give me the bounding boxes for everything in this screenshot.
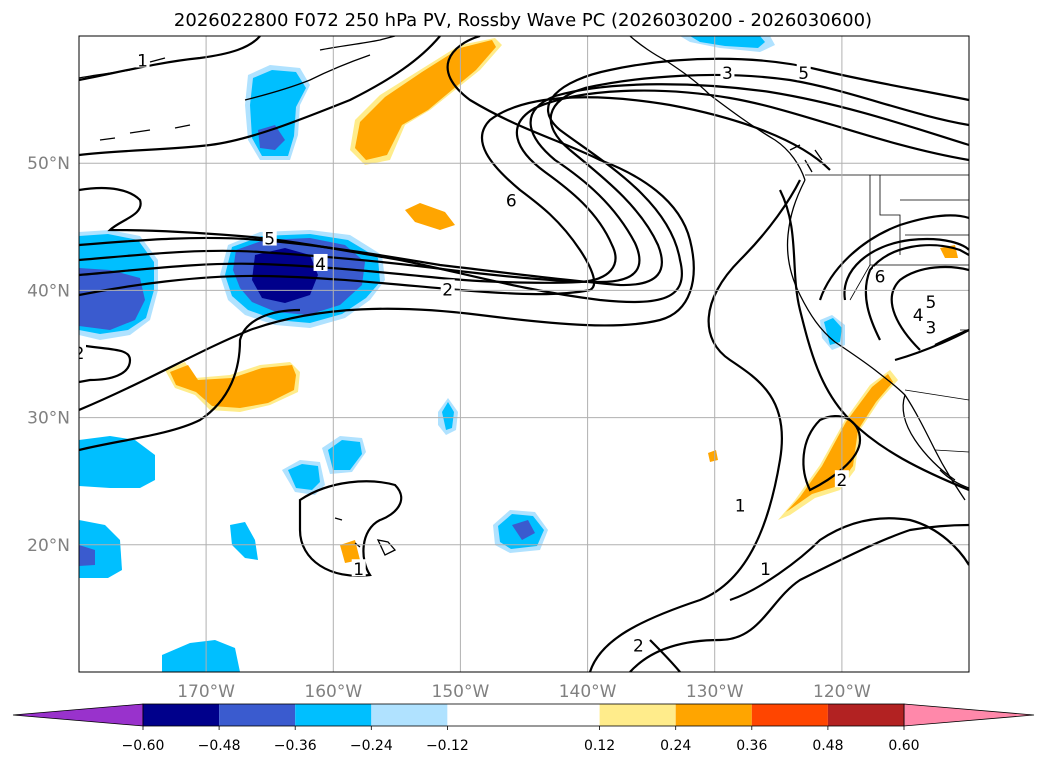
chart-title: 2026022800 F072 250 hPa PV, Rossby Wave … bbox=[174, 10, 872, 31]
contour-label: 2 bbox=[836, 471, 847, 491]
contour-label-bg bbox=[351, 559, 366, 577]
contour-label: 2 bbox=[442, 280, 453, 300]
contour-label-bg bbox=[758, 559, 773, 577]
colorbar-segment bbox=[599, 704, 676, 726]
contour-label-bg bbox=[631, 635, 646, 653]
contour-label: 5 bbox=[264, 230, 275, 250]
colorbar-tick-label: 0.36 bbox=[736, 738, 767, 754]
colorbar-tick-label: 0.12 bbox=[584, 738, 615, 754]
colorbar-tick-label: −0.60 bbox=[122, 738, 165, 754]
contour-label: 6 bbox=[506, 191, 517, 211]
contour-label-bg bbox=[440, 279, 455, 297]
contour-label-bg bbox=[834, 470, 849, 488]
contour-label-bg bbox=[135, 50, 150, 68]
x-tick-label: 150°W bbox=[432, 682, 490, 702]
x-tick-label: 120°W bbox=[813, 682, 871, 702]
contour-label: 3 bbox=[722, 64, 733, 84]
colorbar-segment bbox=[371, 704, 448, 726]
colorbar-tick-label: 0.60 bbox=[888, 738, 919, 754]
gridlines bbox=[79, 36, 969, 672]
colorbar-extend-low bbox=[12, 703, 144, 727]
pc-shading-negative bbox=[79, 36, 845, 672]
colorbar-segment bbox=[827, 704, 904, 726]
x-axis: 170°W 160°W 150°W 140°W 130°W 120°W bbox=[177, 682, 871, 702]
contour-label-bg bbox=[873, 266, 887, 284]
pv-contours bbox=[79, 36, 969, 672]
contour-label: 1 bbox=[760, 560, 771, 580]
x-tick-label: 160°W bbox=[304, 682, 362, 702]
colorbar-tick-label: −0.12 bbox=[426, 738, 469, 754]
contour-label: 4 bbox=[315, 255, 326, 275]
colorbar-tick-label: −0.24 bbox=[350, 738, 393, 754]
contour-label: 5 bbox=[925, 293, 936, 313]
map-frame bbox=[78, 35, 970, 673]
contour-label-bg bbox=[923, 317, 938, 335]
colorbar-frame bbox=[142, 703, 905, 727]
contour-label-bg bbox=[262, 228, 277, 246]
coastlines bbox=[79, 36, 969, 556]
colorbar-tick-label: 0.24 bbox=[660, 738, 691, 754]
y-tick-label: 50°N bbox=[27, 154, 70, 174]
contour-label-bg bbox=[733, 495, 748, 513]
colorbar-segment bbox=[295, 704, 372, 726]
colorbar-tick-label: −0.48 bbox=[198, 738, 241, 754]
contour-label-bg bbox=[720, 63, 735, 81]
colorbar-tick-label: 0.48 bbox=[812, 738, 843, 754]
contour-label: 1 bbox=[735, 497, 746, 517]
colorbar-segment bbox=[751, 704, 828, 726]
contour-label: 1 bbox=[353, 560, 364, 580]
colorbar: −0.60 −0.48 −0.36 −0.24 −0.12 0.12 0.24 0.36 0.4… bbox=[12, 703, 1035, 754]
colorbar-segment bbox=[675, 704, 752, 726]
y-axis: 20°N 30°N 40°N 50°N bbox=[27, 154, 70, 556]
contour-label: 6 bbox=[875, 268, 886, 288]
contour-label: 3 bbox=[925, 319, 936, 339]
contour-label: 1 bbox=[137, 51, 148, 71]
x-tick-label: 130°W bbox=[686, 682, 744, 702]
contour-label-bg bbox=[796, 63, 811, 81]
y-tick-label: 40°N bbox=[27, 281, 70, 301]
colorbar-segment bbox=[219, 704, 296, 726]
contour-label-bg bbox=[313, 253, 328, 271]
colorbar-tick-label: −0.36 bbox=[274, 738, 317, 754]
x-tick-label: 140°W bbox=[559, 682, 617, 702]
contour-label-bg bbox=[923, 292, 938, 310]
contour-label-bg bbox=[911, 304, 926, 322]
contour-label-bg bbox=[504, 190, 519, 208]
colorbar-segment bbox=[143, 704, 220, 726]
y-tick-label: 20°N bbox=[27, 536, 70, 556]
colorbar-segment bbox=[447, 704, 600, 726]
x-tick-label: 170°W bbox=[177, 682, 235, 702]
contour-label: 2 bbox=[74, 344, 85, 364]
contour-label: 4 bbox=[913, 306, 924, 326]
y-tick-label: 30°N bbox=[27, 409, 70, 429]
contour-label-bg bbox=[79, 343, 86, 360]
pc-shading-positive bbox=[165, 38, 958, 563]
contour-label: 2 bbox=[633, 637, 644, 657]
colorbar-extend-high bbox=[903, 703, 1035, 727]
contour-label: 5 bbox=[798, 64, 809, 84]
